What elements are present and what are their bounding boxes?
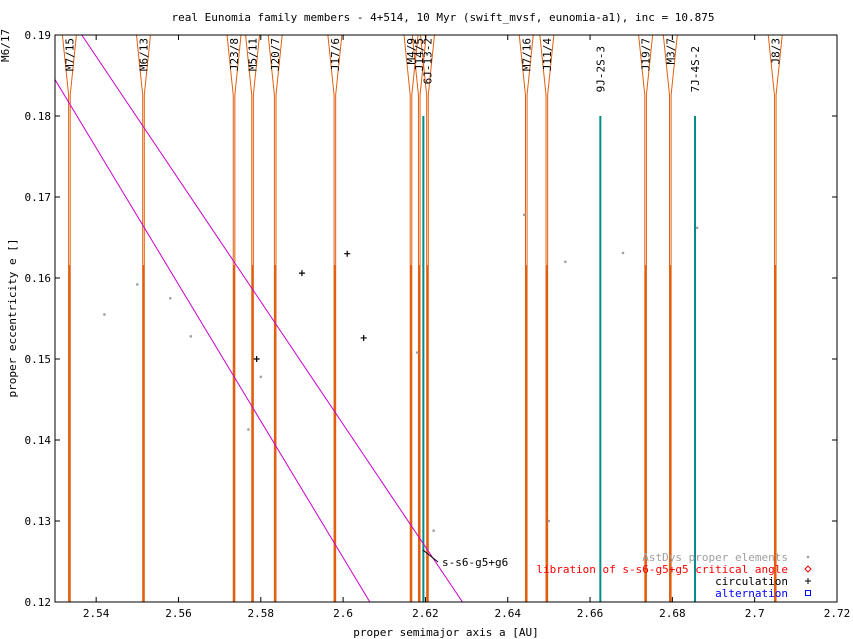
legend-marker-circulation [805, 578, 811, 584]
legend-marker-libration [804, 565, 812, 573]
three-body-label-9j-2s-3: 9J-2S-3 [594, 46, 607, 92]
x-tick-label: 2.54 [83, 607, 110, 620]
astdys-point [432, 529, 435, 533]
axis-ticks: 2.54 2.56 2.58 2.6 2.62 2.64 2.66 2.68 2.7 2.72 0.… [25, 29, 851, 620]
y-tick-label: 0.18 [25, 110, 52, 123]
astdys-point [415, 351, 419, 354]
x-axis-label: proper semimajor axis a [AU] [353, 626, 538, 639]
legend-label-alternation: alternation [715, 587, 788, 600]
three-body-label-7j-4s-2: 7J-4S-2 [689, 46, 702, 92]
astdys-point [136, 283, 139, 286]
x-tick-label: 2.62 [412, 607, 439, 620]
resonance-label-j19-7: J19/7 [640, 38, 653, 71]
resonance-label-j8-3: J8/3 [769, 38, 782, 65]
resonance-label-j17-6: J17/6 [329, 38, 342, 71]
resonance-label-j11-4: J11/4 [541, 38, 554, 71]
y-tick-label: 0.14 [25, 434, 52, 447]
astdys-point [621, 251, 625, 255]
legend-marker-alternation [805, 590, 811, 596]
secular-label-pointer [422, 549, 439, 563]
resonance-label-m3-7: M3/7 [664, 38, 677, 65]
circulation-point [344, 250, 351, 257]
y-tick-label: 0.13 [25, 515, 52, 528]
resonance-label-j20-7: J20/7 [269, 38, 282, 71]
astdys-point [168, 296, 172, 300]
circulation-point [253, 356, 260, 362]
astdys-point [564, 260, 567, 264]
chart-title: real Eunomia family members - 4+514, 10 … [171, 11, 714, 24]
legend-label-libration: libration of s-s6-g5+g5 critical angle [536, 563, 788, 576]
secular-label: s-s6-g5+g6 [442, 556, 508, 569]
resonance-label-m4-9: M4/9 [405, 38, 418, 65]
legend-label-circulation: circulation [715, 575, 788, 588]
y-tick-label: 0.17 [25, 191, 52, 204]
x-tick-label: 2.6 [333, 607, 353, 620]
astdys-point [103, 313, 106, 316]
plot-frame [54, 34, 838, 603]
astdys-point [259, 375, 263, 379]
y-tick-label: 0.12 [25, 596, 52, 609]
legend-marker-astdys [806, 555, 810, 559]
resonance-label-6j-13-2: 6J-13-2 [421, 38, 434, 84]
resonance-label-m7-16: M7/16 [520, 38, 533, 71]
y-tick-label: 0.19 [25, 29, 52, 42]
circulation-point [360, 334, 367, 341]
resonance-label-m7-15: M7/15 [63, 38, 76, 71]
secular-line-2 [55, 79, 371, 602]
resonance-label-j23-8: J23/8 [228, 38, 241, 71]
x-tick-label: 2.56 [165, 607, 192, 620]
resonance-label-j14-5: J14/5 [413, 38, 426, 71]
y-tick-label: 0.16 [25, 272, 52, 285]
legend-label-astdys: AstDys proper elements [642, 551, 788, 564]
x-tick-label: 2.66 [577, 607, 604, 620]
secular-line-1 [81, 35, 463, 602]
astdys-point [695, 226, 699, 230]
astdys-point [247, 428, 250, 431]
x-tick-label: 2.64 [494, 607, 521, 620]
legend: AstDys proper elements libration of s-s6… [536, 551, 812, 600]
astdys-point [547, 519, 551, 523]
circulation-point [298, 270, 305, 277]
x-tick-label: 2.68 [659, 607, 686, 620]
x-tick-label: 2.7 [745, 607, 765, 620]
plot-area: M7/15 M6/13 J23/8 M5/11 J20/7 J17/6 M4/9J14/56… [55, 35, 783, 602]
y-tick-label: 0.15 [25, 353, 52, 366]
resonance-label-edge: M6/17 [0, 29, 12, 62]
resonance-label-m6-13: M6/13 [137, 38, 150, 71]
x-tick-label: 2.72 [824, 607, 851, 620]
astdys-point [189, 335, 193, 338]
y-axis-label: proper eccentricity e [] [6, 239, 19, 398]
x-tick-label: 2.58 [248, 607, 275, 620]
plot-content [55, 35, 783, 602]
astdys-point [522, 213, 526, 217]
resonance-label-m5-11: M5/11 [247, 38, 260, 71]
